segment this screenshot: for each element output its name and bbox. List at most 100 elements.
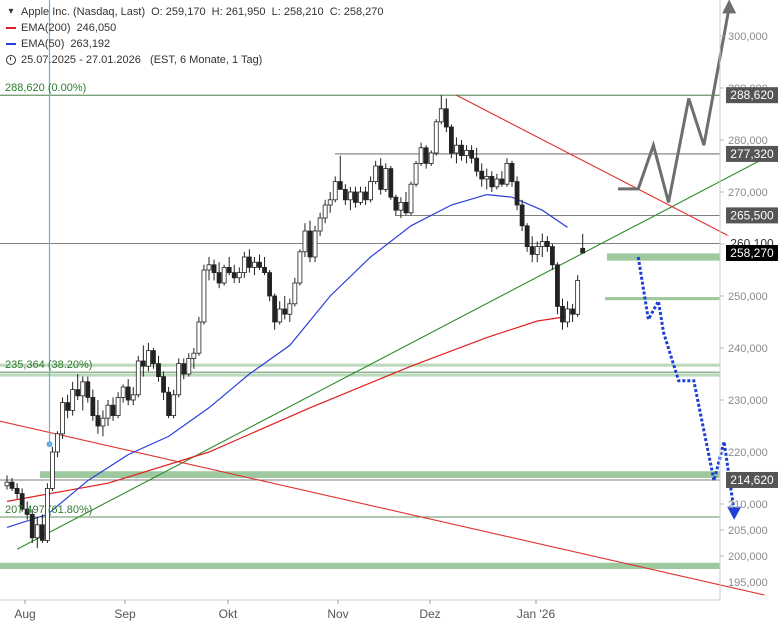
candle-body bbox=[262, 266, 267, 273]
candle-body bbox=[140, 360, 146, 367]
candle-body bbox=[201, 269, 207, 323]
candle-body bbox=[529, 246, 535, 255]
candle-body bbox=[342, 188, 348, 201]
candle-body bbox=[206, 264, 212, 271]
candle-body bbox=[105, 404, 111, 419]
candle-body bbox=[75, 389, 81, 397]
y-tick-label: 270,000 bbox=[728, 187, 768, 199]
candle-body bbox=[231, 272, 237, 279]
price-label-text: 265,500 bbox=[730, 208, 774, 222]
candle-body bbox=[14, 487, 20, 494]
candle-body bbox=[454, 144, 459, 154]
candle-body bbox=[550, 246, 555, 266]
up-arrow-icon bbox=[722, 0, 737, 14]
candle-body bbox=[110, 404, 116, 417]
candle-body bbox=[534, 246, 540, 255]
support-zone bbox=[40, 471, 720, 478]
ema200-line bbox=[6, 315, 568, 502]
candle-body bbox=[4, 481, 10, 487]
candle-body bbox=[459, 144, 464, 156]
candle-body bbox=[544, 240, 550, 247]
candle-body bbox=[55, 433, 60, 453]
candle-body bbox=[489, 175, 495, 188]
candle-body bbox=[443, 108, 449, 128]
horizontal-levels bbox=[0, 94, 720, 518]
marker-dot bbox=[46, 441, 53, 448]
trendlines bbox=[0, 0, 765, 596]
instrument-title: Apple Inc. (Nasdaq, Last) bbox=[21, 6, 146, 18]
price-label-box bbox=[726, 87, 778, 104]
period-text: 25.07.2025 - 27.01.2026 (EST, 6 Monate, … bbox=[21, 54, 263, 66]
candle-body bbox=[34, 524, 40, 539]
y-axis: 200,000 205,000 210,000 220,000 230,000 240,0… bbox=[719, 0, 778, 600]
candle-body bbox=[524, 225, 530, 248]
candle-body bbox=[282, 308, 288, 315]
candle-body bbox=[560, 305, 565, 323]
candle-body bbox=[469, 149, 475, 159]
candle-body bbox=[363, 191, 368, 201]
down-arrow-icon bbox=[727, 506, 742, 520]
candle-body bbox=[358, 191, 363, 203]
support-zone bbox=[0, 562, 720, 569]
downtrend-line bbox=[456, 94, 765, 255]
candle-body bbox=[297, 251, 303, 284]
support-zone bbox=[605, 297, 720, 301]
bullish-scenario-line bbox=[618, 7, 731, 203]
candle-body bbox=[418, 147, 424, 164]
x-tick-label: Jan '26 bbox=[517, 607, 556, 621]
legend-period: 25.07.2025 - 27.01.2026 (EST, 6 Monate, … bbox=[6, 52, 384, 68]
price-label-text: 214,620 bbox=[730, 473, 774, 487]
clock-icon bbox=[6, 55, 16, 65]
candle-body bbox=[398, 201, 404, 211]
candle-body bbox=[95, 415, 101, 427]
ema200-label: EMA(200) bbox=[21, 22, 71, 34]
candle-body bbox=[499, 178, 505, 185]
candle-body bbox=[327, 199, 333, 206]
uptrend-line bbox=[16, 157, 765, 550]
ohlc-values: O: 259,170 H: 261,950 L: 258,210 C: 258,… bbox=[151, 6, 384, 18]
ema-lines bbox=[6, 193, 568, 528]
candle-body bbox=[211, 264, 217, 273]
candle-body bbox=[332, 181, 338, 201]
legend-title-row: ▾ Apple Inc. (Nasdaq, Last) O: 259,170 H… bbox=[6, 4, 384, 20]
candle-body bbox=[413, 162, 419, 185]
candle-body bbox=[191, 352, 197, 359]
candle-body bbox=[252, 261, 257, 268]
candle-body bbox=[29, 514, 35, 539]
chart-legend: ▾ Apple Inc. (Nasdaq, Last) O: 259,170 H… bbox=[6, 4, 384, 68]
candle-body bbox=[555, 264, 560, 307]
y-tick-label: 240,000 bbox=[728, 343, 768, 355]
downtrend-line bbox=[0, 420, 765, 596]
candle-body bbox=[24, 508, 30, 515]
candle-body bbox=[60, 402, 65, 435]
candle-body bbox=[509, 162, 515, 182]
candle-body bbox=[100, 417, 106, 427]
candle-body bbox=[438, 108, 444, 123]
candle-body bbox=[115, 396, 121, 416]
candle-body bbox=[65, 402, 70, 411]
candle-body bbox=[135, 360, 141, 396]
candle-body bbox=[565, 308, 570, 323]
candle-body bbox=[464, 149, 469, 156]
price-label-text: 277,320 bbox=[730, 147, 774, 161]
candle-body bbox=[257, 261, 262, 268]
y-tick-label: 220,000 bbox=[728, 447, 768, 459]
chevron-down-icon[interactable]: ▾ bbox=[8, 6, 14, 17]
fib-label: 207,497 (61.80%) bbox=[5, 504, 92, 516]
candle-body bbox=[368, 181, 374, 201]
candle-body bbox=[130, 394, 136, 401]
price-label-box bbox=[726, 207, 778, 224]
candle-body bbox=[484, 175, 490, 180]
candle-body bbox=[353, 191, 358, 203]
candle-body bbox=[9, 481, 15, 489]
ema50-swatch bbox=[6, 43, 16, 45]
y-tick-label: 300,000 bbox=[728, 31, 768, 43]
y-tick-label: 230,000 bbox=[728, 395, 768, 407]
candle-body bbox=[176, 363, 182, 396]
candle-body bbox=[423, 147, 429, 164]
candle-body bbox=[226, 266, 232, 273]
candle-body bbox=[292, 282, 298, 305]
candle-body bbox=[580, 247, 586, 254]
candle-body bbox=[85, 381, 91, 398]
x-tick-label: Dez bbox=[419, 607, 440, 621]
